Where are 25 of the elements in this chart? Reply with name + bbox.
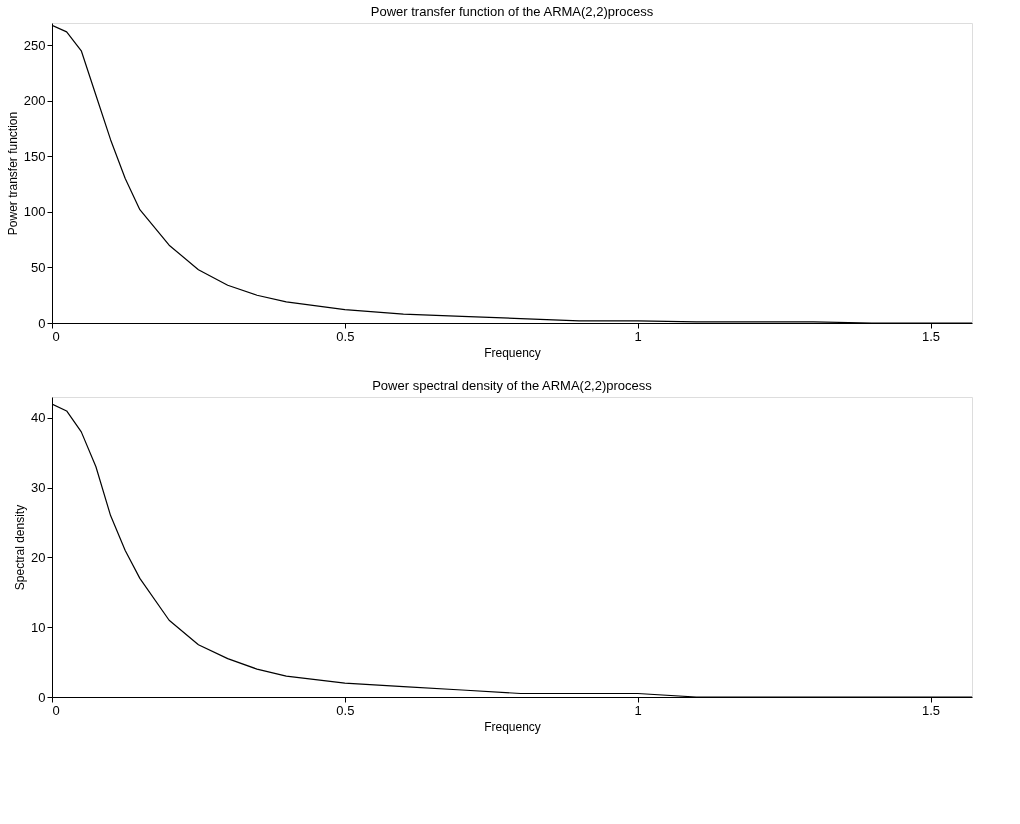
x-tick-label: 0 bbox=[52, 702, 60, 718]
x-tick-label: 0.5 bbox=[336, 328, 355, 344]
y-tick-label: 100 bbox=[23, 204, 46, 220]
chart-title: Power spectral density of the ARMA(2,2)process bbox=[372, 378, 653, 393]
x-tick-label: 1 bbox=[634, 702, 642, 718]
y-tick-label: 150 bbox=[23, 148, 46, 164]
y-tick-label: 200 bbox=[23, 93, 46, 109]
x-tick-label: 1.5 bbox=[921, 328, 941, 344]
y-tick-label: 40 bbox=[31, 410, 46, 426]
y-tick-label: 20 bbox=[31, 549, 46, 565]
y-tick-label: 250 bbox=[23, 37, 46, 53]
x-tick-label: 1.5 bbox=[921, 702, 941, 718]
y-tick-label: 0 bbox=[38, 689, 46, 705]
x-tick-label: 1 bbox=[634, 328, 642, 344]
x-tick-label: 0 bbox=[52, 328, 60, 344]
y-axis-title: Spectral density bbox=[13, 504, 28, 591]
y-tick-label: 50 bbox=[31, 259, 46, 275]
x-axis-title: Frequency bbox=[484, 719, 541, 734]
y-tick-label: 30 bbox=[31, 480, 46, 496]
y-tick-label: 10 bbox=[31, 619, 46, 635]
y-tick-label: 0 bbox=[38, 315, 46, 331]
chart-title: Power transfer function of the ARMA(2,2)process bbox=[370, 4, 654, 19]
x-axis-title: Frequency bbox=[484, 345, 541, 360]
x-tick-label: 0.5 bbox=[336, 702, 355, 718]
y-axis-title: Power transfer function bbox=[5, 111, 20, 236]
